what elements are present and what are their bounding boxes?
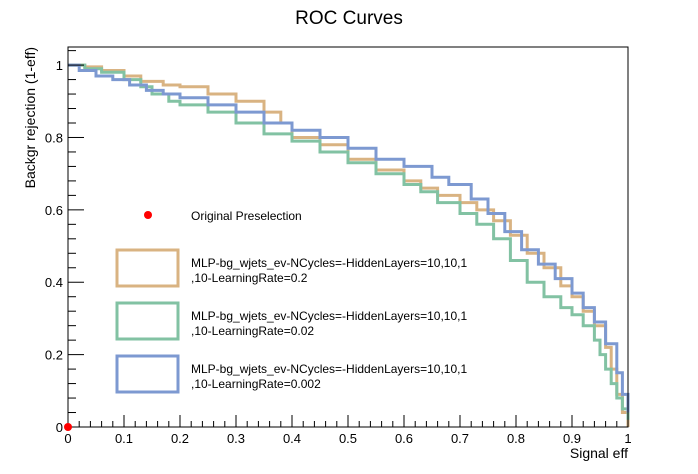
legend-marker-swatch bbox=[144, 211, 152, 219]
y-tick-label: 0.2 bbox=[45, 348, 63, 363]
legend-label-line: MLP-bg_wjets_ev-NCycles=-HiddenLayers=10… bbox=[191, 256, 467, 270]
legend-swatch-0 bbox=[115, 248, 180, 288]
x-tick-label: 0.5 bbox=[339, 431, 357, 446]
x-tick-label: 0.8 bbox=[507, 431, 525, 446]
x-tick-label: 0.4 bbox=[283, 431, 301, 446]
x-axis-label: Signal eff bbox=[570, 445, 628, 461]
y-tick-label: 0.8 bbox=[45, 130, 63, 145]
legend-swatch-1 bbox=[115, 301, 180, 341]
legend-label-line: MLP-bg_wjets_ev-NCycles=-HiddenLayers=10… bbox=[191, 309, 467, 323]
series-layer bbox=[68, 63, 630, 427]
x-tick-label: 0.6 bbox=[395, 431, 413, 446]
legend: Original Preselection MLP-bg_wjets_ev-NCy… bbox=[115, 209, 467, 394]
x-tick-label: 0.2 bbox=[171, 431, 189, 446]
y-tick-label: 1 bbox=[56, 58, 63, 73]
x-tick-label: 0.9 bbox=[563, 431, 581, 446]
x-tick-label: 0.3 bbox=[227, 431, 245, 446]
x-tick-label: 0.7 bbox=[451, 431, 469, 446]
x-tick-label: 1 bbox=[624, 431, 631, 446]
x-tick-label: 0 bbox=[64, 431, 71, 446]
series-line-2 bbox=[68, 63, 630, 413]
chart-title: ROC Curves bbox=[295, 8, 403, 29]
legend-label-line: MLP-bg_wjets_ev-NCycles=-HiddenLayers=10… bbox=[191, 362, 467, 376]
y-tick-label: 0.6 bbox=[45, 203, 63, 218]
x-tick-label: 0.1 bbox=[115, 431, 133, 446]
legend-marker-label: Original Preselection bbox=[191, 209, 302, 223]
y-tick-label: 0 bbox=[56, 420, 63, 435]
axis-layer: 0 0.1 0.2 0.3 0.4 0.5 0.6 0.7 0.8 0.9 1 0 0.2 0.4 0.6 0… bbox=[45, 50, 632, 446]
y-tick-label: 0.4 bbox=[45, 275, 63, 290]
y-axis-label: Backgr rejection (1-eff) bbox=[22, 47, 38, 188]
marker-point-0 bbox=[64, 423, 72, 431]
legend-label-line: ,10-LearningRate=0.2 bbox=[191, 271, 308, 285]
legend-swatch-2 bbox=[115, 354, 180, 394]
legend-label-line: ,10-LearningRate=0.002 bbox=[191, 377, 321, 391]
legend-label-line: ,10-LearningRate=0.02 bbox=[191, 324, 314, 338]
